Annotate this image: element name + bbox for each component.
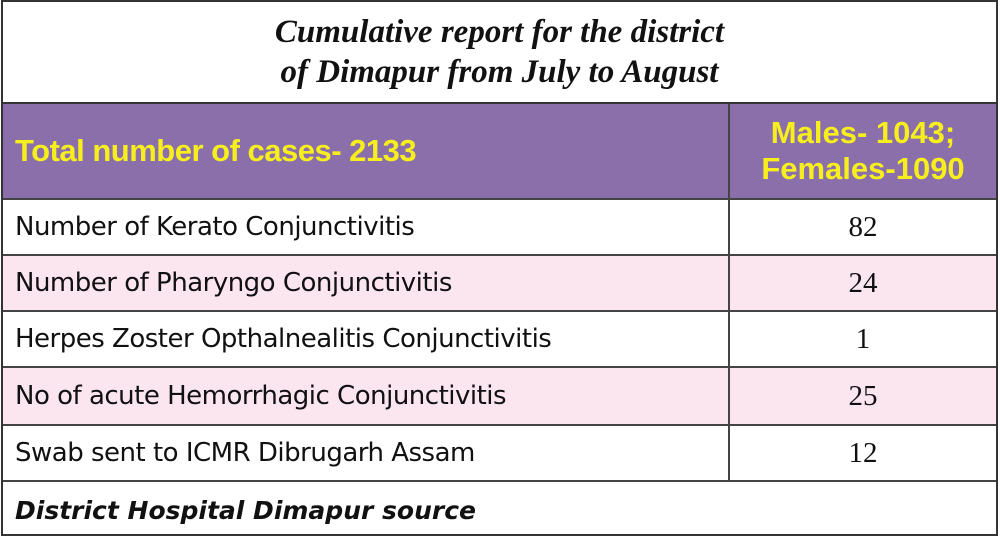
row-value: 12 — [848, 436, 878, 469]
row-label: Number of Kerato Conjunctivitis — [3, 200, 730, 254]
row-label: Herpes Zoster Opthalnealitis Conjunctivi… — [3, 312, 730, 366]
title-line-2: of Dimapur from July to August — [280, 54, 719, 90]
row-label: No of acute Hemorrhagic Conjunctivitis — [3, 368, 730, 424]
source-note: District Hospital Dimapur source — [15, 495, 476, 525]
header-row: Total number of cases- 2133 Males- 1043;… — [3, 104, 996, 200]
table-title: Cumulative report for the district of Di… — [3, 2, 996, 104]
gender-breakdown: Males- 1043; Females-1090 — [730, 104, 996, 198]
table-row: Number of Pharyngo Conjunctivitis 24 — [3, 256, 996, 312]
table-row: Herpes Zoster Opthalnealitis Conjunctivi… — [3, 312, 996, 368]
table-row: Number of Kerato Conjunctivitis 82 — [3, 200, 996, 256]
total-cases: Total number of cases- 2133 — [3, 104, 730, 198]
females-count: Females-1090 — [761, 151, 965, 186]
title-line-1: Cumulative report for the district — [274, 14, 725, 50]
table-row: No of acute Hemorrhagic Conjunctivitis 2… — [3, 368, 996, 426]
row-value: 82 — [848, 210, 878, 243]
table-row: Swab sent to ICMR Dibrugarh Assam 12 — [3, 426, 996, 482]
row-label: Swab sent to ICMR Dibrugarh Assam — [3, 426, 730, 480]
males-count: Males- 1043; — [770, 115, 956, 150]
row-value: 25 — [848, 379, 878, 412]
row-value: 24 — [848, 266, 878, 299]
row-label: Number of Pharyngo Conjunctivitis — [3, 256, 730, 310]
report-table: Cumulative report for the district of Di… — [1, 0, 998, 536]
row-value: 1 — [855, 322, 871, 355]
